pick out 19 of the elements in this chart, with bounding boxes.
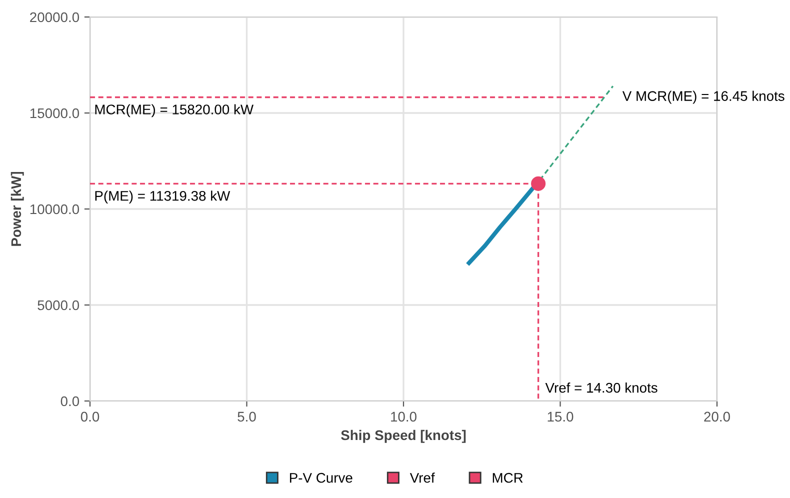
y-tick-label: 15000.0 (30, 108, 80, 118)
x-axis-title: Ship Speed [knots] (341, 430, 466, 443)
x-tick-label: 0.0 (80, 412, 100, 422)
legend-label: MCR (492, 472, 523, 483)
y-axis-title: Power [kW] (10, 172, 24, 246)
x-tick-label: 10.0 (391, 412, 416, 422)
y-tick-label: 5000.0 (38, 300, 80, 310)
legend-label: P-V Curve (290, 472, 352, 483)
annotation: V MCR(ME) = 16.45 knots (622, 90, 784, 104)
y-tick-label: 10000.0 (30, 204, 80, 214)
x-tick-label: 15.0 (548, 412, 574, 422)
x-tick-label: 5.0 (238, 412, 256, 422)
x-tick-label: 20.0 (704, 412, 730, 422)
y-tick-label: 20000.0 (30, 12, 80, 22)
annotation: Vref = 14.30 knots (545, 382, 658, 393)
annotation: MCR(ME) = 15820.00 kW (95, 104, 254, 118)
annotation: P(ME) = 11319.38 kW (95, 190, 230, 204)
legend-label: Vref (410, 472, 435, 483)
y-tick-label: 0.0 (60, 396, 80, 406)
